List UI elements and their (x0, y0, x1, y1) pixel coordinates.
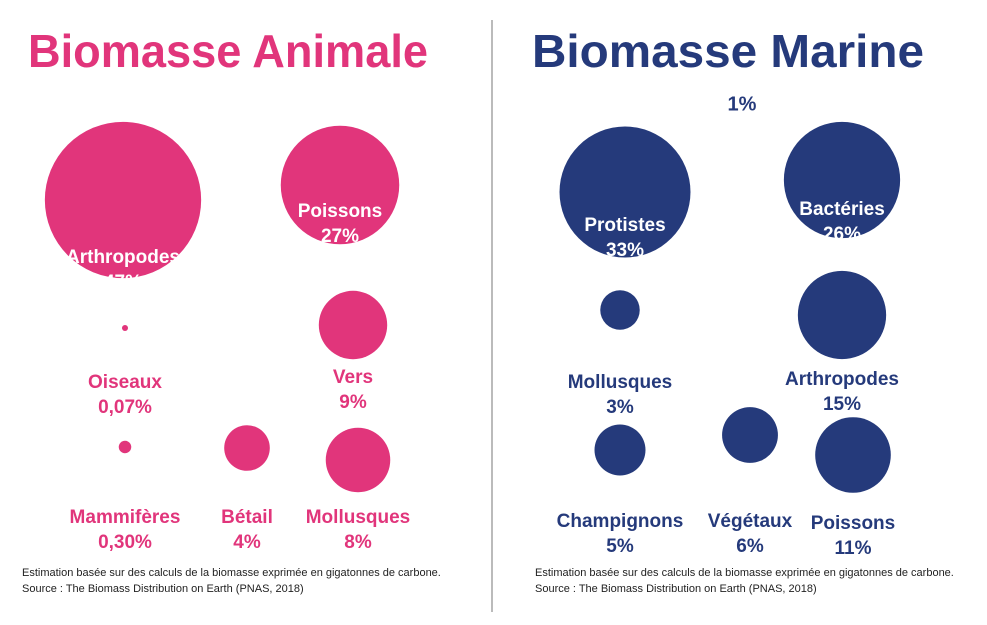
bubble (600, 290, 640, 330)
bubble (594, 424, 646, 476)
bubble (224, 425, 270, 471)
value-label: 8% (344, 532, 372, 553)
chart-title: Biomasse Animale (28, 25, 428, 77)
value-label: 33% (606, 240, 644, 261)
bubble (325, 427, 391, 493)
bubble-label: Poissons (298, 201, 382, 222)
value-label: 47% (104, 272, 142, 293)
value-label: 5% (606, 536, 634, 557)
value-label: 4% (233, 532, 261, 553)
value-label: 6% (736, 536, 764, 557)
value-label: 11% (835, 538, 872, 559)
bubble-label: Bactéries (799, 199, 885, 220)
value-label: 0,30% (98, 532, 152, 553)
bubble (783, 121, 901, 239)
bubble (797, 270, 887, 360)
value-label: 26% (823, 224, 861, 245)
bubble (121, 324, 129, 332)
bubble-label: Poissons (811, 513, 895, 534)
source: Source : The Biomass Distribution on Ear… (535, 583, 817, 595)
value-label: 3% (606, 397, 634, 418)
bubble (118, 440, 132, 454)
value-label: 27% (321, 226, 359, 247)
bubble-label: Mammifères (70, 507, 181, 528)
value-label: 15% (823, 394, 861, 415)
bubble-label: Bétail (221, 507, 273, 528)
bubble-label: Protistes (584, 215, 665, 236)
chart-title: Biomasse Marine (532, 25, 924, 77)
bubble-label: Champignons (557, 511, 684, 532)
source: Source : The Biomass Distribution on Ear… (22, 583, 304, 595)
note: Estimation basée sur des calculs de la b… (22, 567, 441, 579)
note: Estimation basée sur des calculs de la b… (535, 567, 954, 579)
value-label: 0,07% (98, 397, 152, 418)
bubble (815, 417, 891, 493)
bubble-label: Végétaux (708, 511, 793, 532)
bubble (44, 121, 202, 279)
bubble-label: Arthropodes (66, 247, 180, 268)
bubble-label: Vers (333, 367, 373, 388)
bubble (280, 125, 400, 245)
bubble-label: Oiseaux (88, 372, 162, 393)
bubble (559, 126, 691, 258)
bubble (722, 407, 778, 463)
bubble (318, 290, 388, 360)
bubble-label: Arthropodes (785, 369, 899, 390)
bubble-label: Mollusques (568, 372, 673, 393)
annotation: 1% (728, 93, 757, 115)
bubble-label: Mollusques (306, 507, 411, 528)
value-label: 9% (339, 392, 367, 413)
